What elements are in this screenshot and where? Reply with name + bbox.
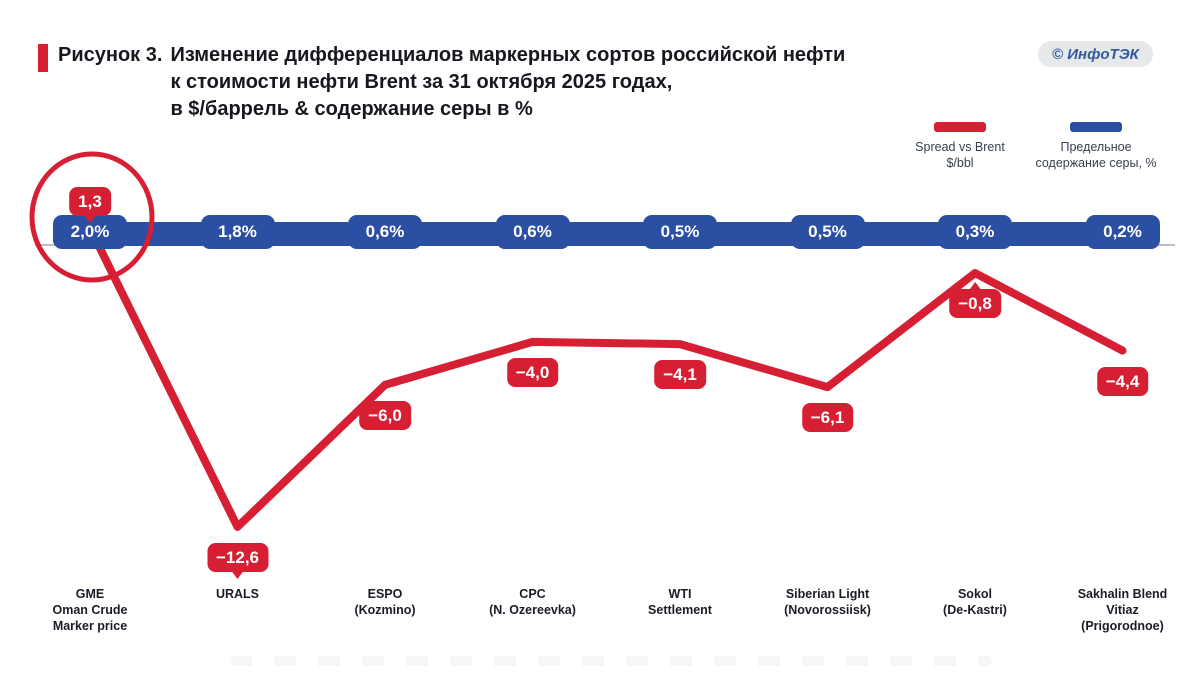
figure-title-lines: Изменение дифференциалов маркерных сорто… [170, 42, 845, 123]
title-block: Рисунок 3. Изменение дифференциалов марк… [38, 42, 845, 123]
spread-value-label: −0,8 [949, 289, 1001, 319]
x-axis-label: GME Oman Crude Marker price [52, 587, 128, 633]
sulfur-pill: 0,2% [1085, 215, 1160, 249]
title-line-1: Изменение дифференциалов маркерных сорто… [170, 44, 846, 66]
legend-swatch-red [934, 122, 986, 132]
legend-swatch-blue [1070, 122, 1122, 132]
x-axis-label: WTI Settlement [648, 587, 712, 617]
spread-value-label: −6,1 [801, 403, 854, 433]
spread-value-label: −4,0 [506, 357, 559, 387]
title-line-2: к стоимости нефти Brent за 31 октября 20… [170, 71, 673, 93]
spread-value-label: −4,1 [654, 360, 706, 390]
sulfur-pill: 0,6% [348, 215, 422, 249]
spread-value-label: −6,0 [359, 400, 411, 430]
legend-label-sulfur-line1: Предельное [1060, 140, 1132, 154]
spread-value-label: −4,4 [1096, 366, 1149, 396]
x-axis-label: Sokol (De-Kastri) [943, 587, 1007, 617]
watermark [230, 656, 992, 666]
x-axis-label: CPC (N. Ozereevka) [489, 587, 576, 617]
x-axis-label: URALS [215, 587, 260, 601]
x-axis-label: ESPO (Kozmino) [354, 587, 416, 617]
spread-value-label: −12,6 [206, 542, 269, 572]
sulfur-pill: 0,5% [643, 215, 717, 249]
legend-label-spread-line2: $/bbl [946, 156, 974, 170]
sulfur-pill: 1,8% [200, 215, 275, 249]
x-axis-label: Sakhalin Blend Vitiaz (Prigorodnoe) [1077, 587, 1168, 633]
legend-item-spread: Spread vs Brent $/bbl [898, 122, 1022, 171]
title-accent-bar [38, 44, 48, 72]
sulfur-pill: 0,6% [495, 215, 570, 249]
infotek-logo-text: © ИнфоТЭК [1052, 45, 1139, 63]
spread-line [86, 224, 1127, 531]
legend-label-spread-line1: Spread vs Brent [915, 140, 1005, 154]
figure-number: Рисунок 3. [58, 44, 163, 66]
legend-item-sulfur: Предельное содержание серы, % [1018, 122, 1174, 171]
spread-value-label: 1,3 [69, 187, 111, 216]
sulfur-pill: 0,3% [938, 215, 1012, 249]
legend-label-sulfur-line2: содержание серы, % [1035, 156, 1157, 170]
infotek-logo: © ИнфоТЭК [1038, 41, 1153, 67]
figure-title: Рисунок 3. Изменение дифференциалов марк… [58, 42, 845, 123]
sulfur-pill: 0,5% [790, 215, 865, 249]
x-axis-label: Siberian Light (Novorossiisk) [784, 587, 871, 617]
title-line-3: в $/баррель & содержание серы в % [170, 98, 533, 120]
